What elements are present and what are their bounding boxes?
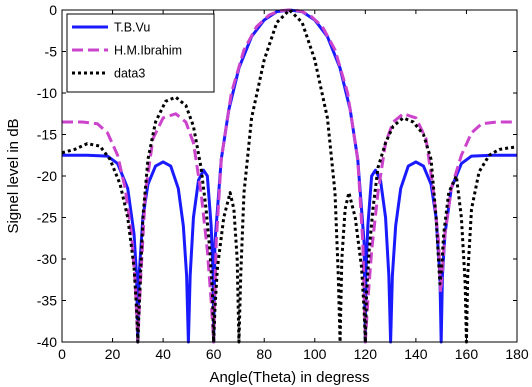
- y-tick-label: -35: [37, 293, 57, 309]
- x-tick-label: 0: [58, 346, 66, 362]
- y-tick-label: 0: [49, 2, 57, 18]
- x-axis-label: Angle(Theta) in degress: [209, 369, 369, 386]
- x-tick-label: 40: [155, 346, 171, 362]
- x-tick-label: 20: [105, 346, 121, 362]
- legend: T.B.Vu H.M.Ibrahim data3: [66, 13, 215, 93]
- legend-label-3: data3: [114, 67, 145, 81]
- y-tick-label: -5: [45, 44, 58, 60]
- y-tick-label: -25: [37, 210, 57, 226]
- series-line-3: [61, 8, 518, 344]
- y-tick-label: -30: [37, 251, 57, 267]
- y-tick-label: -10: [37, 85, 57, 101]
- y-tick-label: -20: [37, 168, 57, 184]
- legend-label-1: T.B.Vu: [114, 21, 150, 35]
- x-tick-label: 140: [404, 346, 428, 362]
- legend-label-2: H.M.Ibrahim: [114, 44, 182, 58]
- x-tick-label: 180: [505, 346, 529, 362]
- x-tick-label: 120: [354, 346, 378, 362]
- y-tick-label: -15: [37, 127, 57, 143]
- x-tick-label: 80: [256, 346, 272, 362]
- ticks-layer: 0 20 40 60 80 100 120 140 160 180 0 -5 -10 -15 -20 -25 -…: [37, 2, 529, 362]
- y-tick-label: -40: [37, 334, 57, 350]
- x-tick-label: 100: [303, 346, 327, 362]
- y-axis-label: Signel level in dB: [5, 118, 22, 233]
- x-tick-label: 60: [206, 346, 222, 362]
- x-tick-label: 160: [455, 346, 479, 362]
